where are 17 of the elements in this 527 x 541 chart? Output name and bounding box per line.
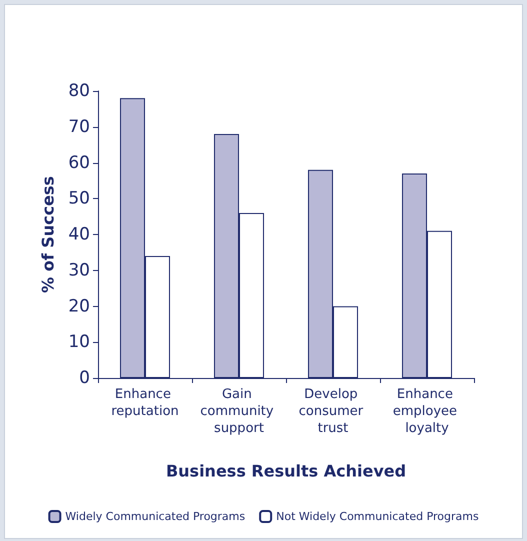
y-axis-title: % of Success: [38, 176, 58, 293]
y-tick-label: 20: [68, 296, 90, 316]
y-tick-label: 60: [68, 152, 90, 173]
x-tick-label: Develop consumer trust: [298, 387, 368, 436]
y-tick-label: 40: [68, 224, 90, 244]
x-tick-label: Enhance reputation: [111, 387, 179, 419]
y-tick-label: 10: [68, 332, 90, 352]
x-tick-label: Gain community support: [200, 387, 278, 436]
y-tick-label: 50: [68, 188, 90, 209]
y-tick-label: 30: [68, 260, 90, 280]
y-tick-label: 80: [68, 81, 90, 101]
legend-label: Widely Communicated Programs: [65, 510, 246, 523]
legend-label: Not Widely Communicated Programs: [276, 510, 479, 523]
x-tick-label: Enhance employee loyalty: [392, 387, 462, 436]
x-axis-title: Business Results Achieved: [166, 462, 406, 480]
y-tick-label: 70: [68, 116, 90, 137]
y-tick-label: 0: [79, 368, 90, 388]
